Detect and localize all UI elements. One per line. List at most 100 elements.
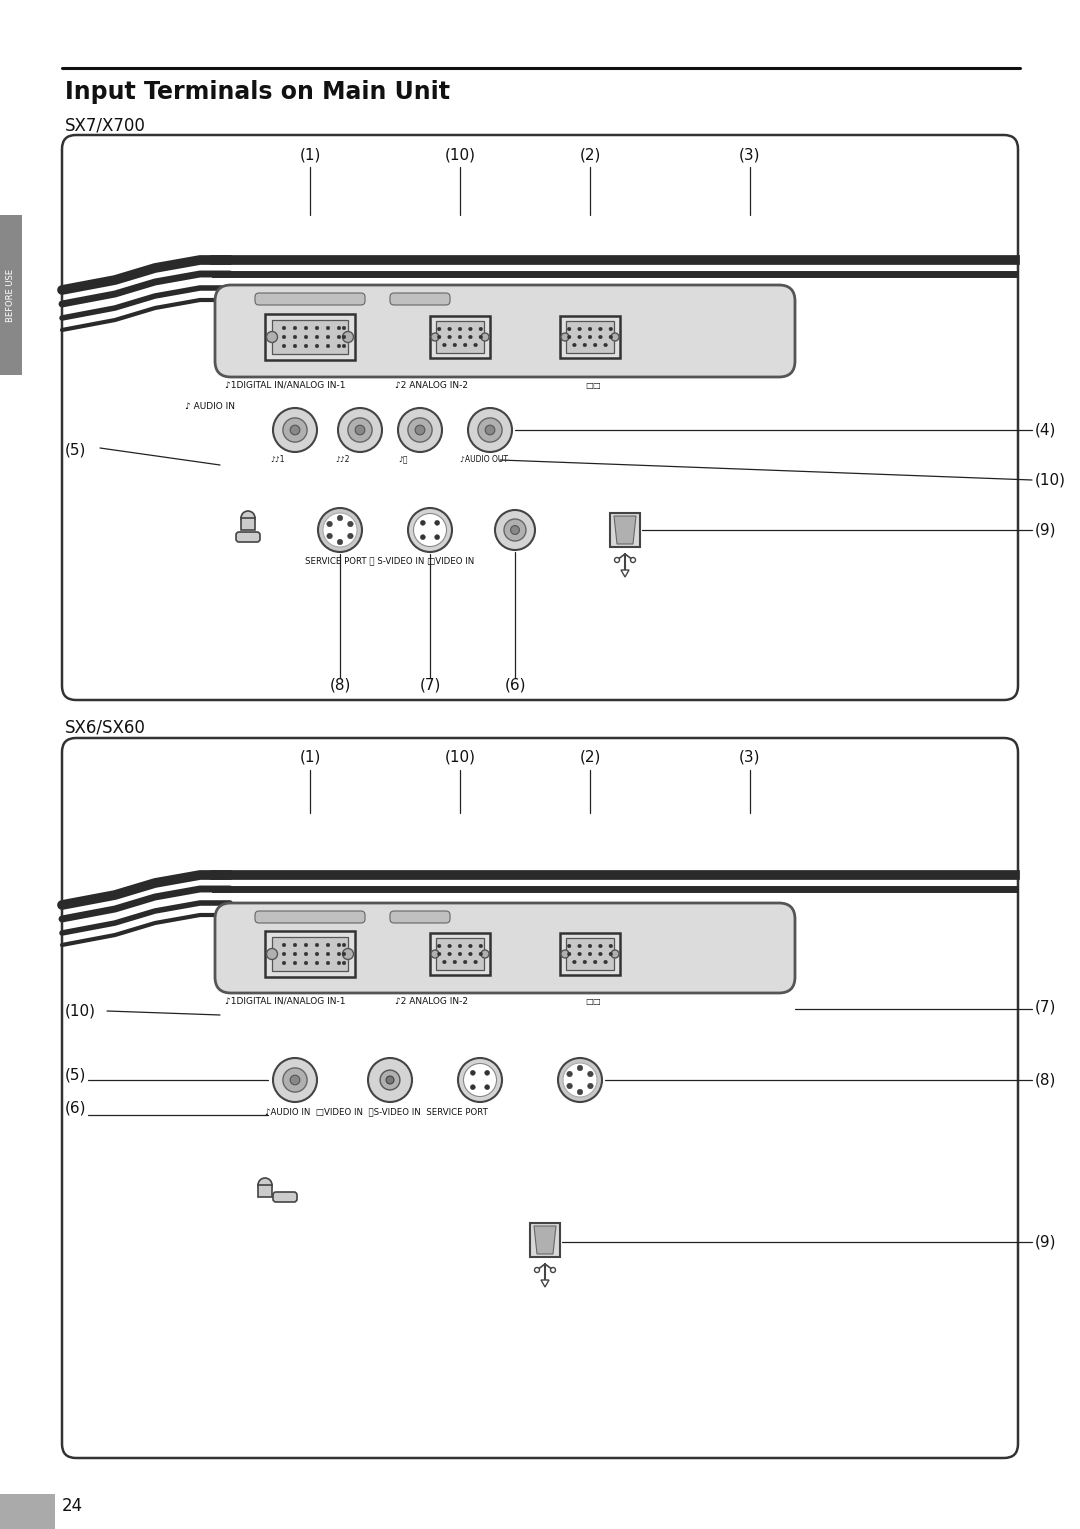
FancyBboxPatch shape bbox=[237, 532, 260, 541]
Circle shape bbox=[267, 948, 278, 960]
Bar bbox=[436, 937, 484, 969]
Text: SERVICE PORT Ⓢ S-VIDEO IN □VIDEO IN: SERVICE PORT Ⓢ S-VIDEO IN □VIDEO IN bbox=[305, 557, 474, 566]
Bar bbox=[561, 933, 620, 976]
Text: (10): (10) bbox=[65, 1003, 96, 1018]
Circle shape bbox=[485, 425, 495, 434]
Circle shape bbox=[293, 344, 297, 347]
Text: (5): (5) bbox=[65, 442, 86, 457]
Circle shape bbox=[485, 1084, 489, 1090]
Circle shape bbox=[315, 943, 319, 946]
Bar bbox=[0, 1494, 55, 1529]
Circle shape bbox=[593, 960, 597, 963]
Bar bbox=[430, 933, 490, 976]
Bar bbox=[430, 317, 490, 358]
Circle shape bbox=[420, 520, 426, 526]
Text: (3): (3) bbox=[739, 751, 760, 764]
Circle shape bbox=[293, 326, 297, 330]
Circle shape bbox=[399, 408, 442, 453]
Bar bbox=[265, 931, 355, 977]
Text: SX6/SX60: SX6/SX60 bbox=[65, 719, 146, 735]
Circle shape bbox=[477, 417, 502, 442]
Circle shape bbox=[563, 1063, 597, 1096]
Text: (10): (10) bbox=[445, 751, 475, 764]
Circle shape bbox=[448, 327, 451, 330]
Circle shape bbox=[315, 326, 319, 330]
Circle shape bbox=[567, 335, 571, 339]
FancyBboxPatch shape bbox=[255, 911, 365, 924]
Text: ♪2 ANALOG IN-2: ♪2 ANALOG IN-2 bbox=[395, 997, 468, 1006]
Text: 24: 24 bbox=[62, 1497, 83, 1515]
Text: (6): (6) bbox=[65, 1101, 86, 1116]
Bar bbox=[566, 937, 615, 969]
Circle shape bbox=[282, 335, 286, 339]
Circle shape bbox=[348, 417, 373, 442]
Circle shape bbox=[437, 953, 441, 956]
Circle shape bbox=[481, 333, 489, 341]
Text: ♪1DIGITAL IN/ANALOG IN-1: ♪1DIGITAL IN/ANALOG IN-1 bbox=[225, 997, 346, 1006]
FancyBboxPatch shape bbox=[62, 135, 1018, 700]
Circle shape bbox=[471, 1070, 475, 1075]
Circle shape bbox=[420, 535, 426, 540]
Circle shape bbox=[511, 526, 519, 535]
Circle shape bbox=[342, 962, 346, 965]
Circle shape bbox=[315, 962, 319, 965]
Circle shape bbox=[463, 960, 467, 963]
Circle shape bbox=[342, 948, 353, 960]
Circle shape bbox=[609, 945, 612, 948]
Circle shape bbox=[448, 953, 451, 956]
Text: (2): (2) bbox=[579, 751, 600, 764]
Circle shape bbox=[588, 1083, 593, 1089]
Circle shape bbox=[561, 950, 569, 959]
Circle shape bbox=[443, 342, 446, 347]
Circle shape bbox=[282, 943, 286, 946]
Circle shape bbox=[615, 558, 620, 563]
Circle shape bbox=[551, 1268, 555, 1272]
Circle shape bbox=[611, 333, 619, 341]
Circle shape bbox=[348, 534, 353, 538]
Circle shape bbox=[468, 408, 512, 453]
Circle shape bbox=[337, 540, 342, 544]
FancyBboxPatch shape bbox=[273, 1193, 297, 1202]
FancyBboxPatch shape bbox=[390, 294, 450, 304]
Circle shape bbox=[282, 344, 286, 347]
Circle shape bbox=[342, 326, 346, 330]
Circle shape bbox=[471, 1084, 475, 1090]
Circle shape bbox=[273, 408, 318, 453]
Text: Input Terminals on Main Unit: Input Terminals on Main Unit bbox=[65, 80, 450, 104]
Circle shape bbox=[458, 1058, 502, 1102]
FancyBboxPatch shape bbox=[215, 904, 795, 992]
Circle shape bbox=[598, 327, 603, 330]
Text: (10): (10) bbox=[445, 147, 475, 162]
Circle shape bbox=[611, 950, 619, 959]
Circle shape bbox=[609, 953, 612, 956]
Bar bbox=[0, 216, 22, 375]
Text: ♪2 ANALOG IN-2: ♪2 ANALOG IN-2 bbox=[395, 381, 468, 390]
Text: SX7/X700: SX7/X700 bbox=[65, 116, 146, 135]
Circle shape bbox=[348, 521, 353, 528]
Circle shape bbox=[293, 953, 297, 956]
Bar bbox=[610, 514, 640, 547]
Circle shape bbox=[448, 335, 451, 339]
Circle shape bbox=[469, 953, 472, 956]
FancyBboxPatch shape bbox=[255, 294, 365, 304]
Circle shape bbox=[305, 326, 308, 330]
Circle shape bbox=[578, 945, 581, 948]
Circle shape bbox=[469, 327, 472, 330]
Circle shape bbox=[437, 327, 441, 330]
Circle shape bbox=[469, 335, 472, 339]
Text: BEFORE USE: BEFORE USE bbox=[6, 269, 15, 321]
Circle shape bbox=[535, 1268, 540, 1272]
Circle shape bbox=[326, 953, 329, 956]
Circle shape bbox=[589, 335, 592, 339]
Circle shape bbox=[434, 535, 440, 540]
Circle shape bbox=[583, 960, 586, 963]
Circle shape bbox=[609, 335, 612, 339]
Circle shape bbox=[453, 960, 457, 963]
Circle shape bbox=[337, 335, 341, 339]
Text: (9): (9) bbox=[1035, 523, 1056, 538]
Circle shape bbox=[291, 1075, 300, 1086]
Circle shape bbox=[578, 335, 581, 339]
Circle shape bbox=[273, 1058, 318, 1102]
Text: □□: □□ bbox=[585, 381, 600, 390]
Circle shape bbox=[589, 945, 592, 948]
